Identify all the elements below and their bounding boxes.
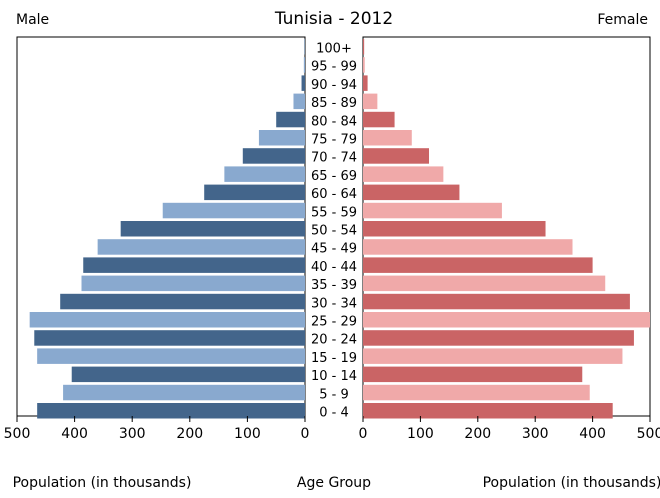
male-bar xyxy=(63,384,305,401)
age-group-label: 15 - 19 xyxy=(311,351,357,366)
female-label: Female xyxy=(597,12,648,28)
tick-label: 300 xyxy=(522,426,549,442)
tick-label: 400 xyxy=(61,426,88,442)
female-bar xyxy=(363,257,593,273)
tick-label: 500 xyxy=(637,426,660,442)
age-group-label: 75 - 79 xyxy=(311,133,357,148)
female-bar xyxy=(363,293,630,310)
male-bar xyxy=(224,166,305,182)
age-group-label: 0 - 4 xyxy=(319,406,349,421)
tick-label: 200 xyxy=(176,426,203,442)
female-bar xyxy=(363,202,502,219)
tick-label: 100 xyxy=(234,426,261,442)
tick-label: 500 xyxy=(4,426,31,442)
female-bar xyxy=(363,57,365,73)
female-bar xyxy=(363,275,606,292)
male-bar xyxy=(276,111,305,128)
age-group-label: 60 - 64 xyxy=(311,187,357,202)
age-group-label: 25 - 29 xyxy=(311,315,357,330)
age-group-label: 5 - 9 xyxy=(319,387,349,402)
male-bar xyxy=(83,257,306,273)
male-bar xyxy=(60,293,306,310)
female-bar xyxy=(363,239,573,255)
female-bar xyxy=(363,330,634,346)
female-bar xyxy=(363,403,613,419)
tick-label: 0 xyxy=(301,426,310,442)
male-bar xyxy=(120,221,306,237)
tick-label: 300 xyxy=(119,426,146,442)
age-group-label: 65 - 69 xyxy=(311,169,357,184)
age-group-label: 45 - 49 xyxy=(311,242,357,257)
male-bar xyxy=(71,366,305,383)
female-bar xyxy=(363,93,378,110)
female-bar xyxy=(363,312,650,328)
female-bar xyxy=(363,130,412,146)
female-bar xyxy=(363,75,368,91)
male-bars xyxy=(29,39,306,419)
male-bar xyxy=(162,202,305,219)
age-group-axis-label: Age Group xyxy=(297,475,371,491)
age-group-label: 40 - 44 xyxy=(311,260,357,275)
male-bar xyxy=(304,39,305,55)
male-bar xyxy=(303,57,305,73)
age-group-label: 100+ xyxy=(316,42,352,57)
age-group-label: 70 - 74 xyxy=(311,151,357,166)
female-bar xyxy=(363,39,365,55)
male-bar xyxy=(301,75,305,91)
male-bar xyxy=(258,130,305,146)
female-bar xyxy=(363,221,546,237)
age-group-label: 90 - 94 xyxy=(311,78,357,93)
female-bar xyxy=(363,366,583,383)
male-label: Male xyxy=(16,12,49,28)
tick-label: 0 xyxy=(359,426,368,442)
female-x-axis-label: Population (in thousands) xyxy=(483,475,660,491)
male-bar xyxy=(37,348,305,364)
female-axis-ticks: 0 100 200 300 400 500 xyxy=(359,416,660,442)
age-group-label: 95 - 99 xyxy=(311,60,357,75)
male-bar xyxy=(29,312,306,328)
female-bar xyxy=(363,348,623,364)
male-bar xyxy=(242,148,305,164)
male-bar xyxy=(81,275,306,292)
male-bar xyxy=(204,184,305,201)
tick-label: 200 xyxy=(464,426,491,442)
male-bar xyxy=(34,330,305,346)
female-bar xyxy=(363,384,590,401)
chart-title: Tunisia - 2012 xyxy=(274,9,393,29)
age-group-label: 10 - 14 xyxy=(311,369,357,384)
female-bar xyxy=(363,166,444,182)
age-group-labels: 100+ 95 - 99 90 - 94 85 - 89 80 - 84 75 - 79 7… xyxy=(311,42,357,421)
tick-label: 100 xyxy=(407,426,434,442)
age-group-label: 20 - 24 xyxy=(311,333,357,348)
female-bars xyxy=(363,39,650,419)
male-bar xyxy=(37,403,305,419)
male-bar xyxy=(97,239,305,255)
age-group-label: 50 - 54 xyxy=(311,224,357,239)
male-x-axis-label: Population (in thousands) xyxy=(13,475,192,491)
male-axis-ticks: 500 400 300 200 100 0 xyxy=(4,416,310,442)
age-group-label: 35 - 39 xyxy=(311,278,357,293)
male-bar xyxy=(293,93,305,110)
age-group-label: 30 - 34 xyxy=(311,296,357,311)
age-group-label: 85 - 89 xyxy=(311,96,357,111)
female-bar xyxy=(363,111,395,128)
age-group-label: 80 - 84 xyxy=(311,114,357,129)
female-bar xyxy=(363,184,460,201)
age-group-label: 55 - 59 xyxy=(311,205,357,220)
tick-label: 400 xyxy=(579,426,606,442)
female-bar xyxy=(363,148,430,164)
